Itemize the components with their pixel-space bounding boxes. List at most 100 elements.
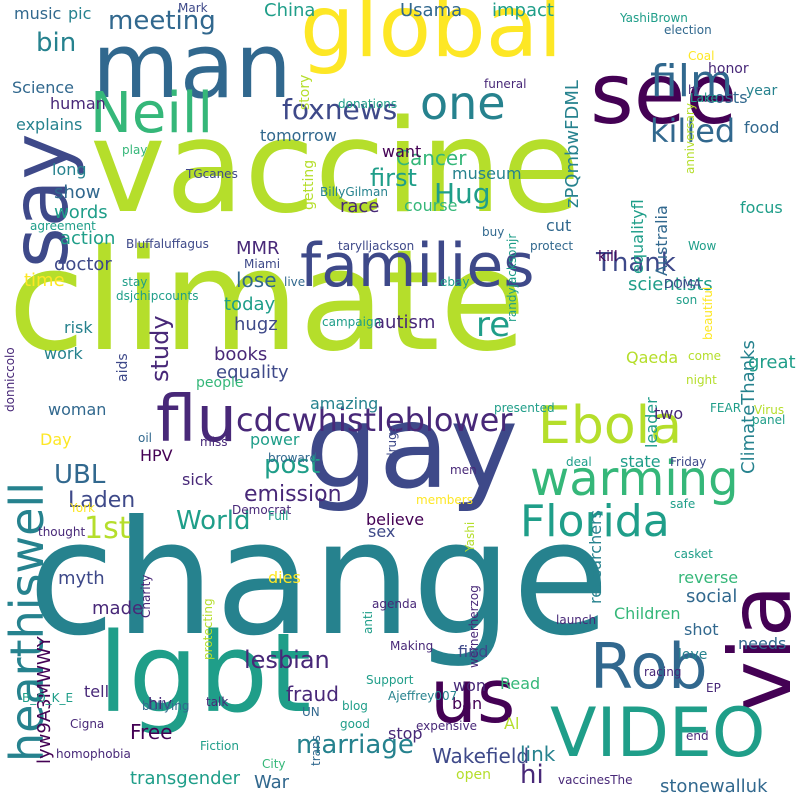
cloud-word: randyjacksonjr [505,233,519,322]
cloud-word: open [456,767,491,783]
cloud-word: Coal [688,49,715,63]
cloud-word: election [664,23,712,37]
cloud-word: aids [115,353,131,382]
cloud-word: made [92,598,144,619]
cloud-word: homophobia [56,747,131,761]
cloud-word: Wow [688,239,717,253]
cloud-word: City [262,757,286,771]
cloud-word: Day [40,430,72,449]
cloud-word: film [650,56,733,107]
cloud-word: action [60,228,116,249]
cloud-word: World [176,506,251,536]
cloud-word: UN [302,705,320,719]
cloud-word: Ajeffrey007 [388,689,458,703]
cloud-word: woman [48,400,107,419]
cloud-word: ebay [440,275,470,289]
cloud-word: love [678,647,708,663]
cloud-word: post [264,450,321,480]
cloud-word: equalityfl [628,199,647,274]
cloud-word: marriage [296,730,414,760]
cloud-word: tell [84,682,110,701]
cloud-word: course [404,196,458,215]
cloud-word: drugs [385,425,399,460]
cloud-word: bin [36,28,77,58]
cloud-word: climate [8,220,526,383]
cloud-word: son [676,293,698,307]
cloud-word: DOMA [664,277,702,291]
cloud-word: TGcanes [186,167,238,181]
cloud-word: global [300,0,563,77]
cloud-word: Virus [754,403,785,417]
cloud-word: panel [752,413,786,427]
cloud-word: donations [338,97,398,111]
cloud-word: kill [598,249,618,265]
cloud-word: Making [390,639,434,653]
cloud-word: anti [361,611,375,634]
cloud-word: stay [122,275,148,289]
cloud-word: agreement [30,219,96,233]
cloud-word: two [654,404,684,423]
cloud-word: social [686,586,738,607]
cloud-word: zPQmbwFDML [562,80,583,208]
cloud-word: sex [368,522,396,541]
cloud-word: HPV [140,446,173,465]
cloud-word: funeral [484,77,527,91]
cloud-word: racing [644,665,682,679]
cloud-word: Democrat [232,503,292,517]
cloud-word: gay [305,380,519,515]
cloud-word: cut [546,216,572,235]
cloud-word: protect [530,239,574,253]
cloud-word: books [214,344,268,365]
cloud-word: trans [309,735,323,766]
cloud-word: study [146,315,174,382]
cloud-word: YashiBrown [620,11,688,25]
cloud-word: Ebola [538,396,682,456]
cloud-word: stop [388,724,423,743]
cloud-word: story [297,74,313,110]
cloud-word: tarylljackson [338,239,415,253]
cloud-word: agenda [372,597,417,611]
cloud-word: transgender [130,768,241,789]
cloud-word: Fiction [200,739,239,753]
cloud-word: re [476,305,511,345]
cloud-word: change [28,487,610,671]
cloud-word: race [340,196,380,217]
cloud-word: FEAR [710,401,742,415]
cloud-word: EP [706,681,721,695]
cloud-word: equality [216,362,289,383]
cloud-word: costs [706,88,748,107]
cloud-word: hiv [148,694,173,713]
cloud-word: Florida [520,496,670,547]
cloud-word: shot [684,620,719,639]
cloud-word: blog [342,699,368,713]
cloud-word: emission [244,482,342,507]
cloud-word: MMR [236,238,280,259]
cloud-word: lgbt [98,609,312,737]
cloud-word: amazing [310,394,379,413]
cloud-word: great [748,352,796,373]
cloud-word: dsjchipcounts [116,289,199,303]
cloud-word: lose [236,268,277,292]
cloud-word: Neill [90,81,214,146]
cloud-word: Friday [670,455,707,469]
cloud-word: Wakefield [432,744,530,768]
cloud-word: time [24,270,65,291]
cloud-word: warming [530,451,739,507]
cloud-word: pic [68,4,92,23]
cloud-word: power [250,430,300,449]
cloud-word: music [14,4,62,23]
cloud-word: Mark [178,1,208,15]
cloud-word: autism [374,312,436,333]
cloud-word: foxnews [282,93,398,126]
cloud-word: beautiful [701,286,715,340]
cloud-word: lesbian [244,646,330,674]
cloud-word: Qaeda [626,348,679,367]
cloud-word: museum [452,164,522,183]
cloud-word: work [44,344,83,363]
cloud-word: live [284,275,306,289]
cloud-word: safe [670,497,696,511]
cloud-word: Charity [139,574,153,618]
cloud-word: Al [504,714,520,733]
cloud-word: focus [740,198,783,217]
cloud-word: see [590,45,738,143]
